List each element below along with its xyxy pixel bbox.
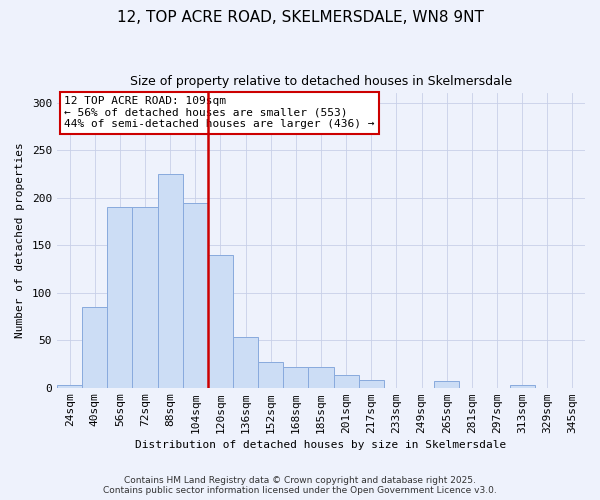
Bar [158,174,183,388]
Bar [283,367,308,388]
Bar [133,208,158,388]
Bar [208,255,233,388]
Bar [57,385,82,388]
Bar [258,362,283,388]
Bar [233,338,258,388]
X-axis label: Distribution of detached houses by size in Skelmersdale: Distribution of detached houses by size … [136,440,506,450]
Bar [308,367,334,388]
Bar [509,385,535,388]
Bar [107,208,133,388]
Y-axis label: Number of detached properties: Number of detached properties [15,142,25,338]
Bar [434,381,459,388]
Bar [334,376,359,388]
Bar [82,307,107,388]
Bar [359,380,384,388]
Text: 12 TOP ACRE ROAD: 109sqm
← 56% of detached houses are smaller (553)
44% of semi-: 12 TOP ACRE ROAD: 109sqm ← 56% of detach… [64,96,374,130]
Bar [183,202,208,388]
Text: Contains HM Land Registry data © Crown copyright and database right 2025.
Contai: Contains HM Land Registry data © Crown c… [103,476,497,495]
Text: 12, TOP ACRE ROAD, SKELMERSDALE, WN8 9NT: 12, TOP ACRE ROAD, SKELMERSDALE, WN8 9NT [116,10,484,25]
Title: Size of property relative to detached houses in Skelmersdale: Size of property relative to detached ho… [130,75,512,88]
